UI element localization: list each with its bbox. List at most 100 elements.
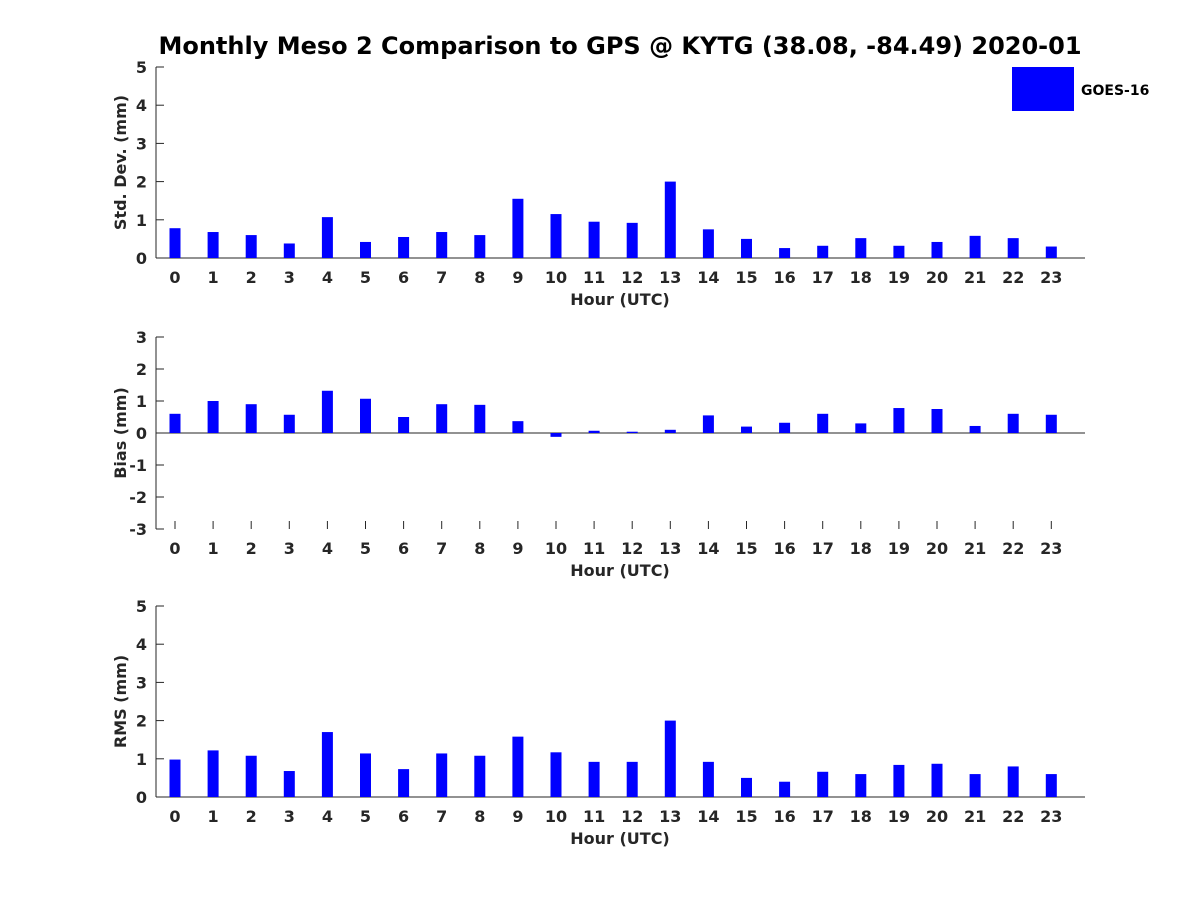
bar-hour-21 [969, 774, 981, 797]
x-tick-label: 22 [1002, 807, 1024, 826]
x-tick-label: 1 [208, 807, 219, 826]
x-tick-label: 2 [246, 268, 257, 287]
x-tick-label: 7 [436, 807, 447, 826]
y-axis-label: Bias (mm) [111, 387, 130, 479]
x-tick-label: 22 [1002, 268, 1024, 287]
x-tick-label: 21 [964, 268, 986, 287]
bar-hour-2 [245, 404, 257, 433]
bar-hour-11 [588, 761, 600, 797]
x-tick-label: 10 [545, 268, 567, 287]
x-tick-label: 12 [621, 539, 643, 558]
y-tick-label: -2 [129, 488, 147, 507]
bar-hour-16 [779, 248, 791, 258]
y-tick-label: 4 [136, 96, 147, 115]
y-tick-label: 3 [136, 673, 147, 692]
bar-hour-3 [283, 771, 295, 797]
bar-hour-7 [436, 232, 448, 258]
x-tick-label: 4 [322, 539, 333, 558]
x-tick-label: 7 [436, 268, 447, 287]
bar-hour-17 [817, 771, 829, 797]
bar-hour-18 [855, 774, 867, 797]
y-tick-label: 5 [136, 597, 147, 616]
chart-title: Monthly Meso 2 Comparison to GPS @ KYTG … [158, 32, 1081, 60]
x-tick-label: 16 [773, 268, 795, 287]
legend-swatch [1012, 67, 1074, 111]
y-tick-label: 5 [136, 58, 147, 77]
bar-hour-14 [702, 415, 714, 433]
x-tick-label: 18 [850, 807, 872, 826]
bar-hour-1 [207, 232, 219, 258]
x-tick-label: 6 [398, 268, 409, 287]
bar-hour-17 [817, 413, 829, 433]
bar-hour-15 [741, 238, 752, 258]
x-tick-label: 3 [284, 539, 295, 558]
x-tick-label: 14 [697, 268, 719, 287]
bar-hour-22 [1007, 238, 1019, 258]
bar-hour-22 [1007, 766, 1019, 797]
x-tick-label: 14 [697, 807, 719, 826]
y-tick-label: 3 [136, 134, 147, 153]
x-tick-label: 11 [583, 539, 605, 558]
bar-hour-1 [207, 750, 219, 797]
x-tick-label: 6 [398, 539, 409, 558]
x-axis-label: Hour (UTC) [570, 829, 670, 848]
x-tick-label: 15 [735, 268, 757, 287]
x-tick-label: 8 [474, 268, 485, 287]
bar-hour-3 [283, 243, 295, 258]
x-tick-label: 3 [284, 807, 295, 826]
bar-hour-10 [550, 752, 562, 797]
bar-hour-6 [398, 236, 410, 258]
bar-hour-11 [588, 221, 600, 258]
x-tick-label: 9 [512, 807, 523, 826]
bar-hour-9 [512, 421, 524, 433]
bar-hour-2 [245, 755, 257, 797]
y-tick-label: -3 [129, 520, 147, 539]
x-tick-label: 0 [169, 268, 180, 287]
bar-hour-7 [436, 753, 448, 797]
bar-hour-13 [664, 720, 676, 797]
bar-hour-21 [969, 235, 981, 258]
bar-hour-14 [702, 761, 714, 797]
y-tick-label: 2 [136, 173, 147, 192]
legend-label: GOES-16 [1081, 83, 1149, 99]
x-tick-label: 15 [735, 539, 757, 558]
x-tick-label: 17 [812, 268, 834, 287]
x-tick-label: 13 [659, 807, 681, 826]
bar-hour-9 [512, 736, 524, 797]
x-tick-label: 5 [360, 268, 371, 287]
y-tick-label: 1 [136, 211, 147, 230]
x-tick-label: 4 [322, 807, 333, 826]
x-tick-label: 13 [659, 539, 681, 558]
bar-hour-16 [779, 781, 791, 797]
bar-hour-7 [436, 404, 448, 433]
x-tick-label: 10 [545, 539, 567, 558]
x-axis-label: Hour (UTC) [570, 290, 670, 309]
x-tick-label: 1 [208, 539, 219, 558]
x-tick-label: 1 [208, 268, 219, 287]
x-tick-label: 12 [621, 268, 643, 287]
x-tick-label: 2 [246, 807, 257, 826]
y-tick-label: 4 [136, 635, 147, 654]
bar-hour-2 [245, 235, 257, 258]
bar-hour-0 [169, 413, 181, 433]
x-tick-label: 18 [850, 268, 872, 287]
x-tick-label: 3 [284, 268, 295, 287]
x-tick-label: 22 [1002, 539, 1024, 558]
x-tick-label: 0 [169, 539, 180, 558]
bar-hour-23 [1045, 414, 1057, 433]
bar-hour-22 [1007, 413, 1019, 433]
x-axis-label: Hour (UTC) [570, 561, 670, 580]
bar-hour-13 [664, 181, 676, 258]
bar-hour-21 [969, 425, 981, 433]
x-tick-label: 11 [583, 268, 605, 287]
x-tick-label: 15 [735, 807, 757, 826]
bar-hour-1 [207, 401, 219, 433]
x-tick-label: 19 [888, 539, 910, 558]
bar-hour-8 [474, 404, 486, 433]
bar-hour-20 [931, 409, 943, 433]
y-tick-label: 2 [136, 360, 147, 379]
x-tick-label: 4 [322, 268, 333, 287]
x-tick-label: 17 [812, 539, 834, 558]
x-tick-label: 19 [888, 807, 910, 826]
